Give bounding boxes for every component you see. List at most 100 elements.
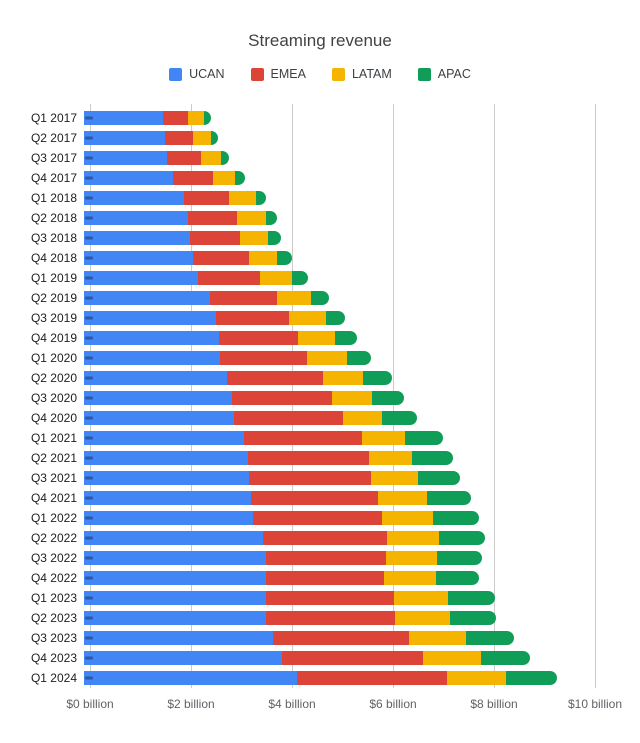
bar-segment-apac[interactable] <box>265 211 277 225</box>
bar-segment-emea[interactable] <box>193 251 249 265</box>
bar-segment-latam[interactable] <box>322 371 363 385</box>
bar-segment-latam[interactable] <box>384 571 436 585</box>
bar-segment-apac[interactable] <box>404 431 444 445</box>
bar-segment-emea[interactable] <box>282 651 423 665</box>
bar-segment-apac[interactable] <box>417 471 460 485</box>
bar-segment-ucan[interactable] <box>84 171 173 185</box>
bar-segment-emea[interactable] <box>247 451 369 465</box>
bar-segment-apac[interactable] <box>204 111 211 125</box>
bar-segment-ucan[interactable] <box>84 671 298 685</box>
bar-segment-emea[interactable] <box>187 211 237 225</box>
bar-segment-latam[interactable] <box>228 191 257 205</box>
bar-segment-emea[interactable] <box>210 291 277 305</box>
bar-segment-ucan[interactable] <box>84 491 252 505</box>
bar-segment-apac[interactable] <box>426 491 471 505</box>
bar-segment-latam[interactable] <box>395 611 450 625</box>
bar-segment-apac[interactable] <box>220 151 230 165</box>
bar-segment-latam[interactable] <box>188 111 205 125</box>
bar-segment-apac[interactable] <box>505 671 558 685</box>
bar-segment-apac[interactable] <box>277 251 292 265</box>
bar-segment-apac[interactable] <box>371 391 405 405</box>
bar-segment-emea[interactable] <box>162 111 189 125</box>
bar-segment-apac[interactable] <box>347 351 372 365</box>
bar-segment-emea[interactable] <box>218 331 298 345</box>
bar-segment-ucan[interactable] <box>84 551 266 565</box>
bar-segment-emea[interactable] <box>248 471 372 485</box>
bar-segment-ucan[interactable] <box>84 631 273 645</box>
bar-segment-apac[interactable] <box>382 411 418 425</box>
bar-segment-latam[interactable] <box>408 631 467 645</box>
bar-segment-apac[interactable] <box>256 191 267 205</box>
bar-segment-ucan[interactable] <box>84 431 245 445</box>
bar-segment-apac[interactable] <box>466 631 515 645</box>
bar-segment-emea[interactable] <box>272 631 409 645</box>
bar-segment-latam[interactable] <box>288 311 326 325</box>
bar-segment-emea[interactable] <box>198 271 261 285</box>
bar-segment-latam[interactable] <box>193 131 211 145</box>
bar-segment-ucan[interactable] <box>84 111 163 125</box>
bar-segment-emea[interactable] <box>167 151 201 165</box>
bar-segment-emea[interactable] <box>253 511 383 525</box>
bar-segment-emea[interactable] <box>189 231 241 245</box>
bar-segment-latam[interactable] <box>393 591 448 605</box>
bar-segment-latam[interactable] <box>371 471 418 485</box>
bar-segment-latam[interactable] <box>378 491 427 505</box>
bar-segment-latam[interactable] <box>248 251 278 265</box>
bar-segment-ucan[interactable] <box>84 191 184 205</box>
bar-segment-latam[interactable] <box>307 351 348 365</box>
legend-item-ucan[interactable]: UCAN <box>169 67 225 81</box>
bar-segment-ucan[interactable] <box>84 471 249 485</box>
bar-segment-apac[interactable] <box>432 511 480 525</box>
bar-segment-latam[interactable] <box>240 231 269 245</box>
bar-segment-apac[interactable] <box>234 171 246 185</box>
bar-segment-emea[interactable] <box>164 131 194 145</box>
bar-segment-latam[interactable] <box>368 451 413 465</box>
bar-segment-emea[interactable] <box>262 531 387 545</box>
bar-segment-ucan[interactable] <box>84 611 266 625</box>
bar-segment-emea[interactable] <box>266 591 394 605</box>
bar-segment-ucan[interactable] <box>84 371 228 385</box>
bar-segment-ucan[interactable] <box>84 451 248 465</box>
bar-segment-latam[interactable] <box>237 211 266 225</box>
bar-segment-ucan[interactable] <box>84 651 283 665</box>
bar-segment-latam[interactable] <box>260 271 293 285</box>
bar-segment-emea[interactable] <box>297 671 447 685</box>
bar-segment-apac[interactable] <box>447 591 495 605</box>
bar-segment-emea[interactable] <box>234 411 343 425</box>
bar-segment-ucan[interactable] <box>84 151 168 165</box>
bar-segment-latam[interactable] <box>331 391 372 405</box>
legend-item-latam[interactable]: LATAM <box>331 67 392 81</box>
bar-segment-latam[interactable] <box>446 671 506 685</box>
bar-segment-latam[interactable] <box>422 651 482 665</box>
bar-segment-apac[interactable] <box>311 291 329 305</box>
bar-segment-latam[interactable] <box>362 431 405 445</box>
bar-segment-apac[interactable] <box>292 271 309 285</box>
bar-segment-ucan[interactable] <box>84 211 188 225</box>
bar-segment-emea[interactable] <box>265 571 385 585</box>
bar-segment-latam[interactable] <box>276 291 312 305</box>
legend-item-emea[interactable]: EMEA <box>250 67 306 81</box>
bar-segment-apac[interactable] <box>438 531 485 545</box>
bar-segment-emea[interactable] <box>265 551 386 565</box>
bar-segment-emea[interactable] <box>172 171 213 185</box>
bar-segment-latam[interactable] <box>297 331 336 345</box>
bar-segment-emea[interactable] <box>220 351 308 365</box>
bar-segment-apac[interactable] <box>210 131 218 145</box>
bar-segment-emea[interactable] <box>183 191 229 205</box>
bar-segment-ucan[interactable] <box>84 131 165 145</box>
bar-segment-emea[interactable] <box>251 491 379 505</box>
bar-segment-apac[interactable] <box>362 371 392 385</box>
bar-segment-ucan[interactable] <box>84 411 235 425</box>
bar-segment-emea[interactable] <box>244 431 363 445</box>
bar-segment-emea[interactable] <box>216 311 289 325</box>
legend-item-apac[interactable]: APAC <box>417 67 471 81</box>
bar-segment-apac[interactable] <box>435 571 480 585</box>
bar-segment-ucan[interactable] <box>84 351 221 365</box>
bar-segment-emea[interactable] <box>231 391 332 405</box>
bar-segment-latam[interactable] <box>382 511 433 525</box>
bar-segment-ucan[interactable] <box>84 251 194 265</box>
bar-segment-ucan[interactable] <box>84 271 199 285</box>
bar-segment-apac[interactable] <box>449 611 497 625</box>
bar-segment-ucan[interactable] <box>84 391 232 405</box>
bar-segment-apac[interactable] <box>325 311 346 325</box>
